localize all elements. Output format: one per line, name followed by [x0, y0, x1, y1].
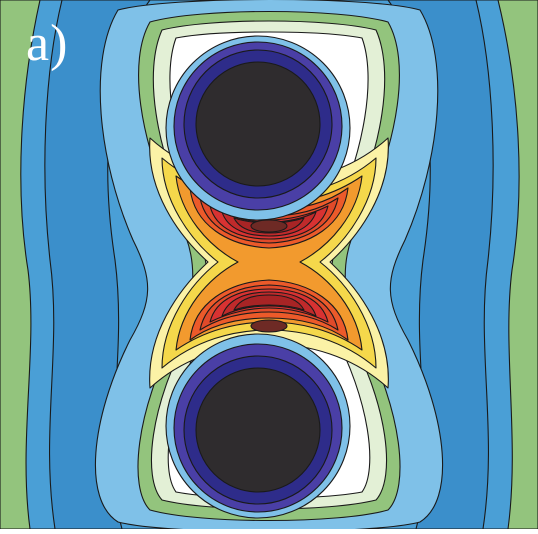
contour-core-upper [250, 219, 288, 233]
contour-core-lower [250, 319, 288, 333]
panel-label: a) [26, 15, 69, 72]
sphere-lower [195, 367, 321, 493]
contour-lobe-lower-5 [233, 294, 305, 311]
sphere-upper [195, 61, 321, 187]
